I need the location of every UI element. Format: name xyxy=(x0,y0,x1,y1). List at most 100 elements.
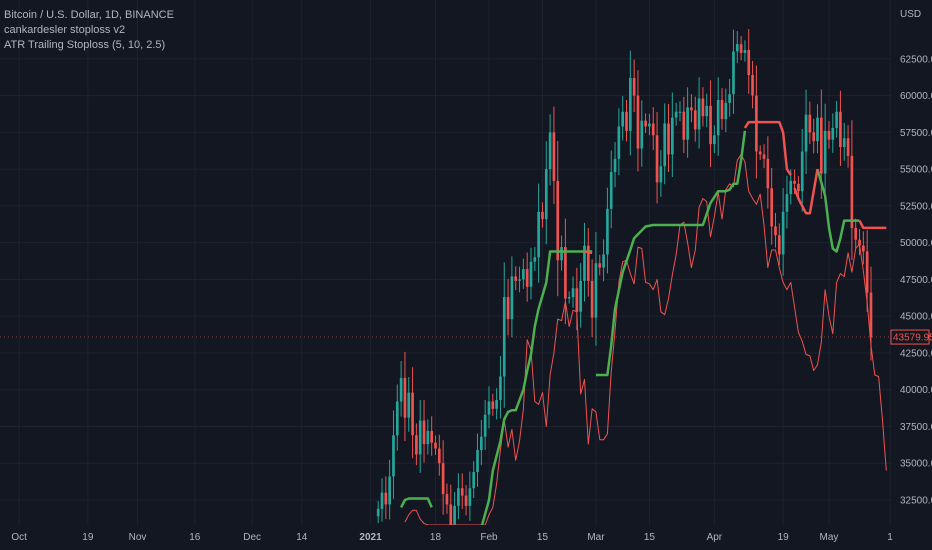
candle-body xyxy=(682,111,686,140)
candle-body xyxy=(735,44,739,52)
currency-label: USD xyxy=(900,9,921,20)
x-tick-label: Feb xyxy=(480,532,498,543)
candle-body xyxy=(781,211,785,255)
candle-body xyxy=(418,420,422,455)
candle-body xyxy=(556,180,560,261)
x-tick-label: Mar xyxy=(587,532,605,543)
candle-body xyxy=(407,392,411,418)
candle-body xyxy=(564,247,567,299)
x-tick-label: 19 xyxy=(778,532,790,543)
candle-body xyxy=(483,414,487,437)
candle-body xyxy=(621,111,625,127)
x-tick-label: Nov xyxy=(129,532,147,543)
legend-symbol[interactable]: Bitcoin / U.S. Dollar, 1D, BINANCE xyxy=(4,9,174,21)
candle-body xyxy=(697,98,701,130)
y-tick-label: 32500.00 xyxy=(900,496,932,507)
x-tick-label: 18 xyxy=(430,532,442,543)
candle-body xyxy=(510,276,514,320)
candle-body xyxy=(720,100,724,120)
candle-body xyxy=(713,135,716,145)
candle-body xyxy=(590,280,594,318)
candle-body xyxy=(533,257,537,262)
candle-body xyxy=(774,226,777,236)
candle-body xyxy=(411,392,414,436)
long-stop-segment xyxy=(595,130,747,377)
candle-body xyxy=(457,488,460,506)
candle-body xyxy=(579,280,582,312)
y-tick-label: 50000.00 xyxy=(900,238,932,249)
legend-indicator-2[interactable]: ATR Trailing Stoploss (5, 10, 2.5) xyxy=(4,39,166,51)
candle-body xyxy=(518,279,521,281)
candle-body xyxy=(690,107,693,111)
candle-body xyxy=(747,50,751,75)
candle-body xyxy=(625,111,628,131)
candle-body xyxy=(648,123,651,127)
candle-body xyxy=(449,504,453,525)
candle-body xyxy=(636,95,640,149)
y-tick-label: 35000.00 xyxy=(900,459,932,470)
legend-indicator-1[interactable]: cankardesler stoploss v2 xyxy=(4,24,126,36)
x-tick-label: Dec xyxy=(243,532,261,543)
candle-body xyxy=(468,488,472,506)
candle-body xyxy=(380,492,384,509)
candle-body xyxy=(812,132,816,142)
candle-body xyxy=(793,180,796,184)
candle-body xyxy=(437,448,441,464)
candle-body xyxy=(464,495,468,506)
candles xyxy=(376,29,873,525)
x-axis: Oct 19 Nov 16 Dec 14 2021 18 Feb 15 Mar 15 Apr 19 May 1 xyxy=(11,532,893,543)
candle-body xyxy=(399,377,403,402)
candle-body xyxy=(728,94,731,103)
y-tick-label: 40000.00 xyxy=(900,385,932,396)
candle-body xyxy=(758,151,762,155)
candle-body xyxy=(487,401,491,415)
candle-body xyxy=(655,135,659,183)
candle-body xyxy=(678,111,682,113)
candle-body xyxy=(659,166,663,183)
x-tick-label: 1 xyxy=(887,532,893,543)
candle-body xyxy=(632,77,636,96)
y-tick-label: 60000.00 xyxy=(900,91,932,102)
candle-body xyxy=(842,138,846,148)
candle-body xyxy=(628,77,632,131)
candle-body xyxy=(823,130,827,174)
candle-body xyxy=(403,377,407,418)
candle-body xyxy=(479,436,483,450)
candle-body xyxy=(854,227,858,240)
y-tick-label: 62500.00 xyxy=(900,54,932,65)
candle-body xyxy=(598,263,602,268)
candle-body xyxy=(537,211,540,258)
y-axis: 32500.00 35000.00 37500.00 40000.00 42500.00… xyxy=(900,9,932,507)
candle-body xyxy=(816,117,819,142)
x-tick-label: 14 xyxy=(296,532,308,543)
y-tick-label: 45000.00 xyxy=(900,312,932,323)
candle-body xyxy=(544,169,548,220)
indicators xyxy=(399,120,887,525)
x-tick-label: 15 xyxy=(537,532,549,543)
candle-body xyxy=(705,105,709,117)
candle-body xyxy=(644,120,647,127)
candle-body xyxy=(743,50,747,53)
candle-body xyxy=(651,123,655,136)
candle-body xyxy=(862,245,865,252)
candle-body xyxy=(858,239,861,246)
candle-body xyxy=(751,75,754,96)
candle-body xyxy=(739,44,743,53)
candle-body xyxy=(415,435,418,455)
x-tick-label: May xyxy=(820,532,839,543)
candle-body xyxy=(560,247,563,261)
candle-body xyxy=(529,261,533,287)
x-tick-label: 15 xyxy=(644,532,656,543)
candle-body xyxy=(522,269,525,280)
short-stop-segment xyxy=(743,120,792,176)
candle-body xyxy=(667,123,670,155)
y-tick-label: 42500.00 xyxy=(900,348,932,359)
last-price-box xyxy=(890,329,930,345)
candle-body xyxy=(609,172,613,209)
candle-body xyxy=(693,110,697,130)
candle-body xyxy=(716,100,720,136)
candle-body xyxy=(839,111,842,148)
candle-body xyxy=(663,123,667,167)
